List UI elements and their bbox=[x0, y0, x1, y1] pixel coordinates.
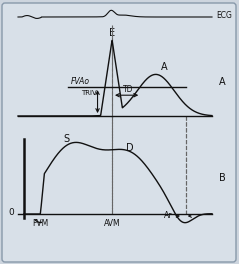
Text: TRIV: TRIV bbox=[81, 90, 97, 96]
Text: FVM: FVM bbox=[32, 219, 49, 228]
Text: D: D bbox=[126, 143, 133, 153]
Text: FVAo: FVAo bbox=[71, 77, 89, 86]
Text: ECG: ECG bbox=[216, 12, 232, 21]
FancyBboxPatch shape bbox=[2, 3, 236, 262]
Text: 0: 0 bbox=[8, 208, 14, 217]
Text: Ar: Ar bbox=[164, 211, 172, 220]
Text: B: B bbox=[219, 173, 225, 183]
Text: AVM: AVM bbox=[104, 219, 120, 228]
Text: E: E bbox=[109, 29, 115, 38]
Text: S: S bbox=[63, 134, 70, 144]
Text: A: A bbox=[219, 77, 225, 87]
Text: A: A bbox=[161, 62, 167, 72]
Text: TD: TD bbox=[123, 85, 134, 94]
